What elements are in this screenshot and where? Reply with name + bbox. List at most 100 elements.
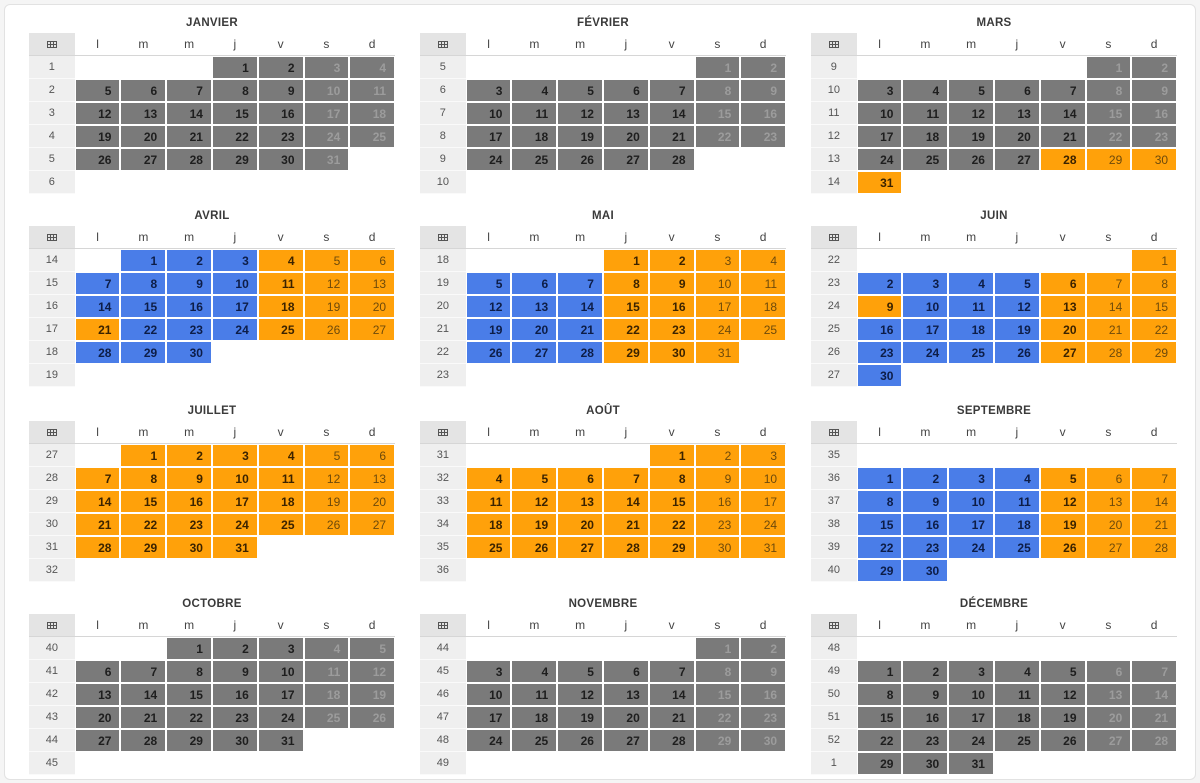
day-cell[interactable]: 22 xyxy=(694,125,741,148)
day-cell[interactable]: 4 xyxy=(948,272,994,295)
day-cell[interactable]: 26 xyxy=(511,536,558,559)
day-cell[interactable]: 4 xyxy=(349,56,396,79)
day-cell[interactable]: 15 xyxy=(1085,102,1132,125)
day-cell[interactable]: 13 xyxy=(1039,295,1086,318)
day-cell[interactable]: 6 xyxy=(74,660,121,683)
day-cell[interactable]: 15 xyxy=(694,102,741,125)
day-cell[interactable]: 6 xyxy=(349,249,396,272)
day-cell[interactable]: 4 xyxy=(993,660,1040,683)
day-cell[interactable]: 5 xyxy=(1039,660,1086,683)
week-number[interactable]: 11 xyxy=(811,102,857,125)
day-cell[interactable]: 13 xyxy=(74,683,121,706)
day-cell[interactable]: 29 xyxy=(1085,148,1132,171)
week-number[interactable]: 1 xyxy=(29,56,75,79)
day-cell[interactable]: 31 xyxy=(257,729,304,752)
day-cell[interactable]: 10 xyxy=(303,79,350,102)
week-number[interactable]: 22 xyxy=(420,341,466,364)
day-cell[interactable]: 29 xyxy=(602,341,649,364)
day-cell[interactable]: 28 xyxy=(74,536,121,559)
week-column-header[interactable] xyxy=(420,421,466,443)
day-cell[interactable]: 23 xyxy=(694,513,741,536)
week-number[interactable]: 33 xyxy=(420,490,466,513)
day-cell[interactable]: 6 xyxy=(602,79,649,102)
week-column-header[interactable] xyxy=(29,614,75,636)
day-cell[interactable]: 1 xyxy=(166,637,212,660)
day-cell[interactable]: 2 xyxy=(211,637,258,660)
day-cell[interactable]: 8 xyxy=(1085,79,1132,102)
day-cell[interactable]: 12 xyxy=(993,295,1040,318)
day-cell[interactable]: 11 xyxy=(902,102,949,125)
week-column-header[interactable] xyxy=(29,226,75,248)
week-number[interactable]: 41 xyxy=(29,660,75,683)
day-cell[interactable]: 10 xyxy=(694,272,741,295)
week-number[interactable]: 30 xyxy=(29,513,75,536)
day-cell[interactable]: 23 xyxy=(740,706,787,729)
day-cell[interactable]: 13 xyxy=(120,102,167,125)
day-cell[interactable]: 16 xyxy=(166,490,212,513)
day-cell[interactable]: 18 xyxy=(993,513,1040,536)
day-cell[interactable]: 26 xyxy=(303,318,350,341)
day-cell[interactable]: 7 xyxy=(1039,79,1086,102)
day-cell[interactable]: 2 xyxy=(1131,56,1178,79)
day-cell[interactable]: 27 xyxy=(1039,341,1086,364)
day-cell[interactable]: 5 xyxy=(557,660,603,683)
day-cell[interactable]: 18 xyxy=(993,706,1040,729)
day-cell[interactable]: 25 xyxy=(511,148,558,171)
day-cell[interactable]: 25 xyxy=(257,513,304,536)
day-cell[interactable]: 12 xyxy=(349,660,396,683)
day-cell[interactable]: 16 xyxy=(856,318,903,341)
day-cell[interactable]: 26 xyxy=(303,513,350,536)
day-cell[interactable]: 20 xyxy=(1085,513,1132,536)
day-cell[interactable]: 9 xyxy=(740,79,787,102)
day-cell[interactable]: 2 xyxy=(166,249,212,272)
day-cell[interactable]: 11 xyxy=(740,272,787,295)
day-cell[interactable]: 18 xyxy=(257,490,304,513)
day-cell[interactable]: 16 xyxy=(1131,102,1178,125)
day-cell[interactable]: 12 xyxy=(1039,490,1086,513)
day-cell[interactable]: 19 xyxy=(303,295,350,318)
day-cell[interactable]: 28 xyxy=(1039,148,1086,171)
day-cell[interactable]: 5 xyxy=(511,467,558,490)
day-cell[interactable]: 23 xyxy=(740,125,787,148)
day-cell[interactable]: 8 xyxy=(211,79,258,102)
day-cell[interactable]: 20 xyxy=(120,125,167,148)
day-cell[interactable]: 21 xyxy=(74,318,121,341)
week-column-header[interactable] xyxy=(420,33,466,55)
day-cell[interactable]: 17 xyxy=(948,706,994,729)
day-cell[interactable]: 5 xyxy=(74,79,121,102)
day-cell[interactable]: 23 xyxy=(257,125,304,148)
day-cell[interactable]: 7 xyxy=(557,272,603,295)
week-number[interactable]: 5 xyxy=(29,148,75,171)
day-cell[interactable]: 30 xyxy=(648,341,695,364)
day-cell[interactable]: 1 xyxy=(648,444,695,467)
day-cell[interactable]: 21 xyxy=(120,706,167,729)
day-cell[interactable]: 12 xyxy=(1039,683,1086,706)
day-cell[interactable]: 30 xyxy=(211,729,258,752)
day-cell[interactable]: 4 xyxy=(902,79,949,102)
week-number[interactable]: 22 xyxy=(811,249,857,272)
day-cell[interactable]: 25 xyxy=(740,318,787,341)
day-cell[interactable]: 7 xyxy=(648,79,695,102)
day-cell[interactable]: 24 xyxy=(856,148,903,171)
day-cell[interactable]: 24 xyxy=(902,341,949,364)
day-cell[interactable]: 14 xyxy=(120,683,167,706)
week-number[interactable]: 46 xyxy=(420,683,466,706)
day-cell[interactable]: 19 xyxy=(74,125,121,148)
day-cell[interactable]: 14 xyxy=(602,490,649,513)
week-number[interactable]: 48 xyxy=(420,729,466,752)
day-cell[interactable]: 10 xyxy=(740,467,787,490)
day-cell[interactable]: 21 xyxy=(1131,513,1178,536)
day-cell[interactable]: 19 xyxy=(465,318,512,341)
week-number[interactable]: 51 xyxy=(811,706,857,729)
week-number[interactable]: 32 xyxy=(29,559,75,582)
day-cell[interactable]: 21 xyxy=(557,318,603,341)
day-cell[interactable]: 22 xyxy=(1085,125,1132,148)
day-cell[interactable]: 8 xyxy=(120,467,167,490)
day-cell[interactable]: 20 xyxy=(74,706,121,729)
day-cell[interactable]: 7 xyxy=(166,79,212,102)
day-cell[interactable]: 18 xyxy=(303,683,350,706)
week-number[interactable]: 23 xyxy=(811,272,857,295)
day-cell[interactable]: 20 xyxy=(1039,318,1086,341)
day-cell[interactable]: 9 xyxy=(257,79,304,102)
day-cell[interactable]: 26 xyxy=(557,729,603,752)
